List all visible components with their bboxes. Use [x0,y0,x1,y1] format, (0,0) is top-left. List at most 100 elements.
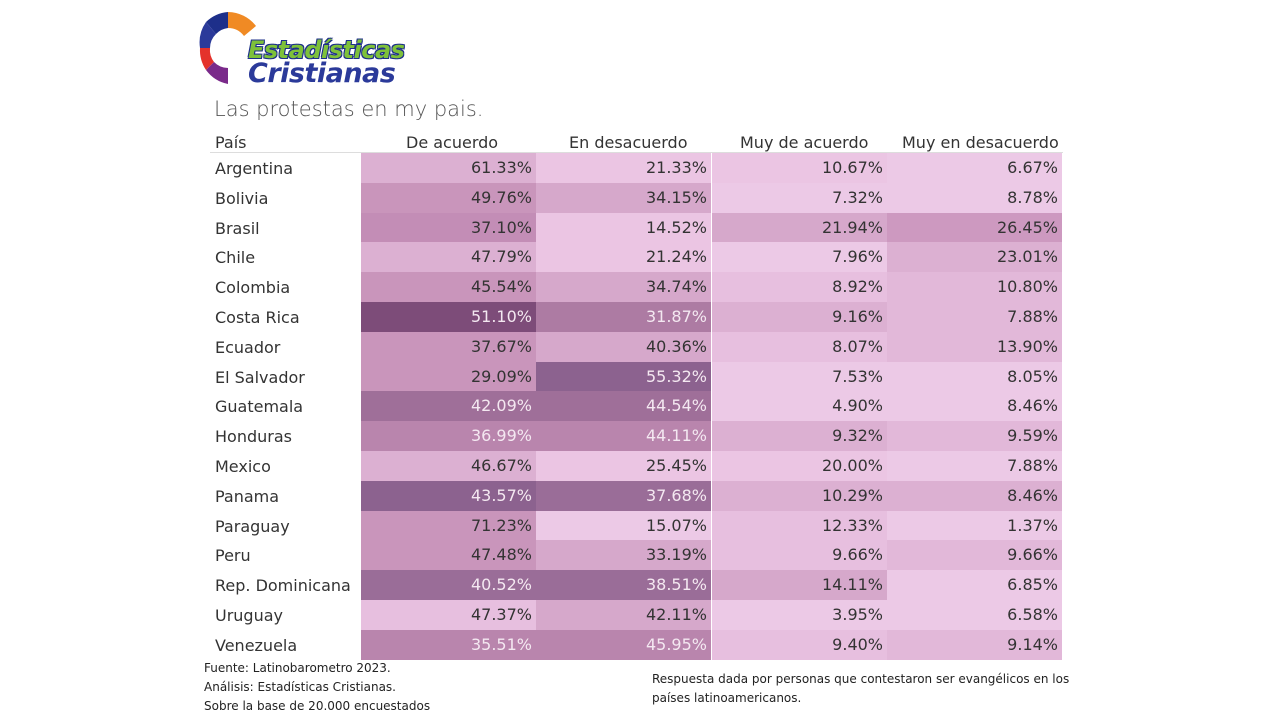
table-cell: 8.07% [712,331,887,362]
column-header: Muy de acuerdo [740,133,869,152]
table-cell: 42.11% [536,600,711,630]
table-cell: 9.66% [712,540,887,571]
table-cell: 8.92% [712,272,887,302]
table-row: Brasil 37.10% 14.52% 21.94% 26.45% [210,212,1063,243]
table-cell: 38.51% [536,570,711,600]
table-cell: 44.11% [536,421,711,451]
table-cell: 42.09% [361,391,536,422]
table-cell: 36.99% [361,421,536,451]
table-row: Bolivia 49.76% 34.15% 7.32% 8.78% [210,182,1063,213]
table-cell: 7.53% [712,361,887,392]
table-row: Argentina 61.33% 21.33% 10.67% 6.67% [210,153,1063,183]
footer-base: Sobre la base de 20.000 encuestados [204,699,431,713]
table-cell: 34.15% [536,182,711,213]
table-cell: 9.40% [712,629,887,660]
table-cell: 8.78% [887,182,1062,213]
row-country-label: Costa Rica [215,308,300,327]
table-row: Chile 47.79% 21.24% 7.96% 23.01% [210,242,1063,273]
table-cell: 55.32% [536,361,711,392]
table-cell: 6.58% [887,600,1062,630]
table-row: Colombia 45.54% 34.74% 8.92% 10.80% [210,272,1063,302]
table-cell: 21.94% [712,212,887,243]
logo-text-line2: Cristianas [248,58,396,89]
table-cell: 25.45% [536,451,711,481]
table-row: Costa Rica 51.10% 31.87% 9.16% 7.88% [210,302,1063,332]
row-country-label: Honduras [215,427,292,447]
table-cell: 29.09% [361,361,536,392]
footer-left: Fuente: Latinobarometro 2023. Análisis: … [204,659,430,716]
table-cell: 10.29% [712,480,887,511]
table-cell: 9.66% [887,540,1062,571]
table-row: Rep. Dominicana 40.52% 38.51% 14.11% 6.85% [210,570,1063,600]
table-row: Guatemala 42.09% 44.54% 4.90% 8.46% [210,391,1063,422]
table-cell: 61.33% [361,153,536,183]
table-cell: 20.00% [712,451,887,481]
table-cell: 7.32% [712,182,887,213]
table-cell: 1.37% [887,510,1062,541]
table-row: Uruguay 47.37% 42.11% 3.95% 6.58% [210,600,1063,630]
table-cell: 31.87% [536,302,711,332]
table-cell: 9.16% [712,302,887,332]
row-country-label: Peru [215,546,251,566]
row-country-label: Chile [215,248,256,268]
table-cell: 35.51% [361,629,536,660]
table-cell: 14.11% [712,570,887,600]
table-cell: 8.46% [887,391,1062,422]
row-country-label: Rep. Dominicana [215,576,351,596]
row-country-label: Bolivia [215,188,269,208]
table-cell: 49.76% [361,182,536,213]
table-cell: 6.67% [887,153,1062,183]
table-cell: 15.07% [536,510,711,541]
column-header: De acuerdo [406,133,499,152]
table-cell: 8.46% [887,480,1062,511]
table-cell: 9.59% [887,421,1062,451]
table-cell: 51.10% [361,302,536,332]
table-row: Peru 47.48% 33.19% 9.66% 9.66% [210,540,1063,571]
table-cell: 43.57% [361,480,536,511]
table-cell: 21.33% [536,153,711,183]
logo-text-line1: Estadísticas [248,36,405,64]
table-cell: 37.67% [361,331,536,362]
table-cell: 3.95% [712,600,887,630]
table-cell: 45.54% [361,272,536,302]
row-country-label: Argentina [215,159,294,178]
column-header: En desacuerdo [569,133,688,152]
table-cell: 40.52% [361,570,536,600]
row-country-label: Brasil [215,218,260,238]
table-row: El Salvador 29.09% 55.32% 7.53% 8.05% [210,361,1063,392]
table-cell: 14.52% [536,212,711,243]
table-row: Honduras 36.99% 44.11% 9.32% 9.59% [210,421,1063,451]
table-cell: 40.36% [536,331,711,362]
table-row: Ecuador 37.67% 40.36% 8.07% 13.90% [210,331,1063,362]
table-cell: 37.10% [361,212,536,243]
table-cell: 45.95% [536,629,711,660]
table-cell: 7.96% [712,242,887,273]
header-divider [210,152,1063,153]
footer-source: Fuente: Latinobarometro 2023. [204,661,391,675]
table-cell: 47.48% [361,540,536,571]
table-cell: 6.85% [887,570,1062,600]
table-cell: 12.33% [712,510,887,541]
table-cell: 7.88% [887,451,1062,481]
table-cell: 21.24% [536,242,711,273]
row-country-label: Colombia [215,278,291,298]
row-country-label: Uruguay [215,606,283,625]
footer-analysis: Análisis: Estadísticas Cristianas. [204,680,396,694]
table-cell: 26.45% [887,212,1062,243]
table-cell: 23.01% [887,242,1062,273]
table-cell: 9.14% [887,629,1062,660]
table-cell: 4.90% [712,391,887,422]
row-country-label: Guatemala [215,397,304,417]
row-country-label: Mexico [215,457,271,476]
table-cell: 9.32% [712,421,887,451]
table-cell: 46.67% [361,451,536,481]
footer-note: Respuesta dada por personas que contesta… [652,672,1070,705]
table-row: Panama 43.57% 37.68% 10.29% 8.46% [210,480,1063,511]
row-country-label: Ecuador [215,337,281,357]
table-cell: 47.37% [361,600,536,630]
table-cell: 10.80% [887,272,1062,302]
table-row: Venezuela 35.51% 45.95% 9.40% 9.14% [210,629,1063,660]
chart-title: Las protestas en my pais. [214,97,484,121]
row-country-label: El Salvador [215,367,305,387]
